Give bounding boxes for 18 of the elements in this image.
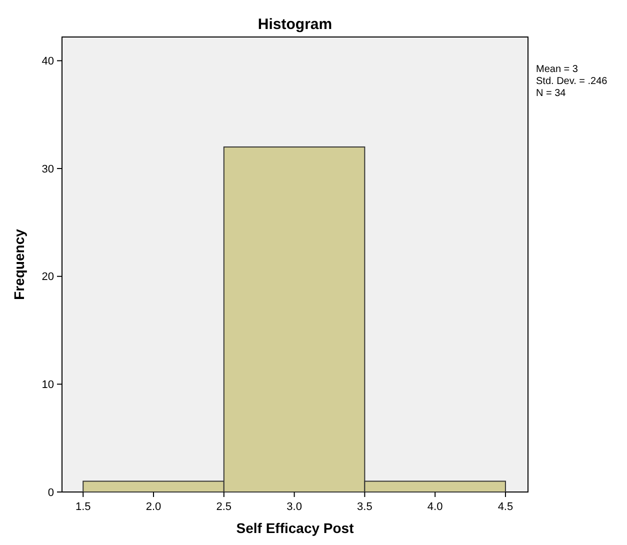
y-tick-label: 0 [48,486,54,499]
x-tick-label: 3.0 [286,501,302,513]
x-tick-label: 4.5 [498,501,514,513]
chart-title: Histogram [258,16,332,33]
y-tick-label: 20 [42,271,54,284]
x-tick-label: 2.0 [146,501,162,513]
y-tick-label: 40 [42,56,54,68]
text: Std. Dev. = .246 [536,76,608,87]
text: Mean = 3 [536,64,578,75]
x-tick-label: 4.0 [427,501,443,513]
y-axis-title: Frequency [11,228,27,300]
x-tick-label: 1.5 [75,501,91,513]
x-tick-label: 3.5 [357,501,372,513]
x-axis-title: Self Efficacy Post [236,520,354,536]
text: N = 34 [536,88,566,99]
y-tick-label: 10 [42,379,54,392]
y-tick-label: 30 [42,163,54,176]
x-tick-label: 2.5 [216,501,232,513]
